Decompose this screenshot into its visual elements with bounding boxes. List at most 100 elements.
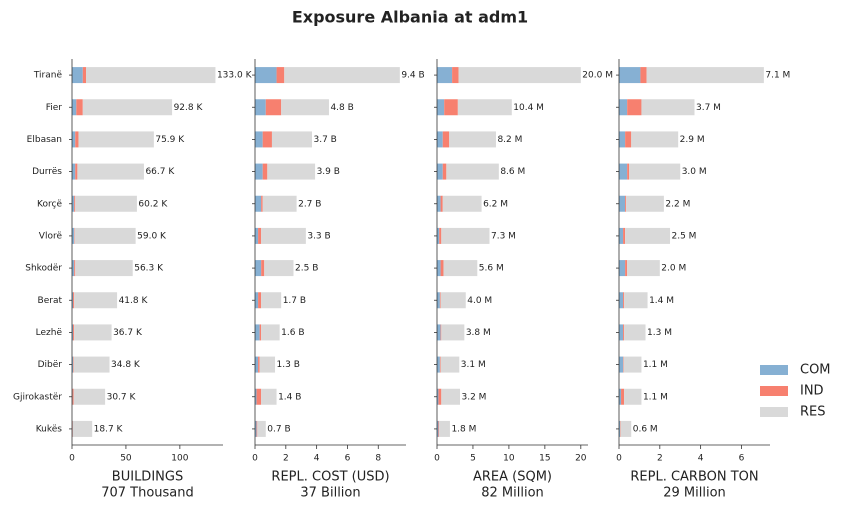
bar-segment <box>457 99 512 116</box>
y-tick-label: Gjirokastër <box>13 392 62 402</box>
bar-segment <box>74 324 112 341</box>
bar-segment <box>73 388 106 405</box>
bar-segment <box>437 163 443 180</box>
total-label: 8.2 M <box>497 135 522 145</box>
bar-segment <box>619 388 622 405</box>
total-label: 1.3 B <box>277 360 300 370</box>
bar-segment <box>256 388 262 405</box>
bar-segment <box>72 260 75 277</box>
bar-segment <box>255 260 262 277</box>
y-tick-label: Shkodër <box>25 264 62 274</box>
y-tick-label: Berat <box>38 296 63 306</box>
bar-segment <box>72 195 75 212</box>
bar-segment <box>255 227 259 244</box>
legend-swatch <box>760 386 788 396</box>
x-tick-label: 5 <box>470 454 476 464</box>
bar-segment <box>257 420 266 437</box>
y-tick-label: Fier <box>46 103 63 113</box>
bar-segment <box>255 324 260 341</box>
bar-segment <box>440 356 460 373</box>
bar-segment <box>262 131 272 148</box>
bar-segment <box>75 195 137 212</box>
bar-segment <box>625 260 628 277</box>
x-tick-label: 0 <box>616 454 622 464</box>
total-label: 1.1 M <box>643 360 668 370</box>
bar-segment <box>625 227 671 244</box>
x-tick-label: 0 <box>434 454 440 464</box>
total-label: 30.7 K <box>107 392 137 402</box>
bar-segment <box>619 292 624 309</box>
total-label: 5.6 M <box>479 264 504 274</box>
total-label: 1.4 B <box>278 392 301 402</box>
bar-segment <box>441 324 465 341</box>
bar-segment <box>73 324 75 341</box>
bar-segment <box>437 227 440 244</box>
x-tick-label: 10 <box>503 454 515 464</box>
bar-segment <box>440 195 443 212</box>
bar-segment <box>621 388 625 405</box>
y-tick-label: Dibër <box>38 360 63 370</box>
bar-segment <box>440 260 444 277</box>
total-label: 7.3 M <box>491 231 516 241</box>
x-tick-label: 6 <box>345 454 351 464</box>
bar-segment <box>72 324 74 341</box>
bar-segment <box>443 260 478 277</box>
bar-segment <box>439 420 450 437</box>
bar-segment <box>255 99 266 116</box>
bar-segment <box>437 388 439 405</box>
total-label: 1.3 M <box>647 328 672 338</box>
bar-segment <box>261 227 306 244</box>
bar-segment <box>437 260 441 277</box>
total-label: 2.7 B <box>298 199 321 209</box>
bar-segment <box>86 67 216 84</box>
bar-segment <box>458 67 581 84</box>
bar-segment <box>261 388 277 405</box>
chart-title: Exposure Albania at adm1 <box>292 8 528 27</box>
bar-segment <box>265 99 282 116</box>
total-label: 7.1 M <box>765 71 790 81</box>
bar-segment <box>258 227 262 244</box>
bar-segment <box>255 131 263 148</box>
bar-segment <box>440 324 442 341</box>
bar-segment <box>75 260 133 277</box>
bar-segment <box>72 163 76 180</box>
x-axis-label: REPL. COST (USD) <box>271 470 389 485</box>
y-tick-label: Tiranë <box>33 71 63 81</box>
bar-segment <box>437 99 445 116</box>
bar-segment <box>261 292 282 309</box>
bar-segment <box>255 163 263 180</box>
bar-segment <box>284 67 400 84</box>
bar-segment <box>261 324 280 341</box>
x-tick-label: 4 <box>314 454 320 464</box>
legend-label: IND <box>800 384 824 399</box>
bar-segment <box>72 131 76 148</box>
bar-segment <box>72 292 74 309</box>
bar-segment <box>442 163 447 180</box>
bar-segment <box>259 324 262 341</box>
total-label: 3.0 M <box>682 167 707 177</box>
x-axis-total: 707 Thousand <box>101 486 194 501</box>
legend-swatch <box>760 365 788 375</box>
total-label: 2.9 M <box>680 135 705 145</box>
bar-segment <box>442 195 482 212</box>
total-label: 34.8 K <box>111 360 141 370</box>
legend-swatch <box>760 407 788 417</box>
bar-segment <box>619 99 628 116</box>
total-label: 66.7 K <box>145 167 175 177</box>
total-label: 3.3 B <box>307 231 330 241</box>
bar-segment <box>255 420 257 437</box>
bar-segment <box>438 420 440 437</box>
bar-segment <box>619 67 641 84</box>
total-label: 18.7 K <box>94 424 124 434</box>
bar-segment <box>72 99 77 116</box>
total-label: 75.9 K <box>155 135 185 145</box>
bar-segment <box>72 356 74 373</box>
bar-segment <box>624 388 642 405</box>
bar-segment <box>259 356 276 373</box>
bar-segment <box>73 356 74 373</box>
bar-segment <box>261 260 265 277</box>
total-label: 2.0 M <box>661 264 686 274</box>
total-label: 1.7 B <box>283 296 306 306</box>
total-label: 56.3 K <box>134 264 164 274</box>
